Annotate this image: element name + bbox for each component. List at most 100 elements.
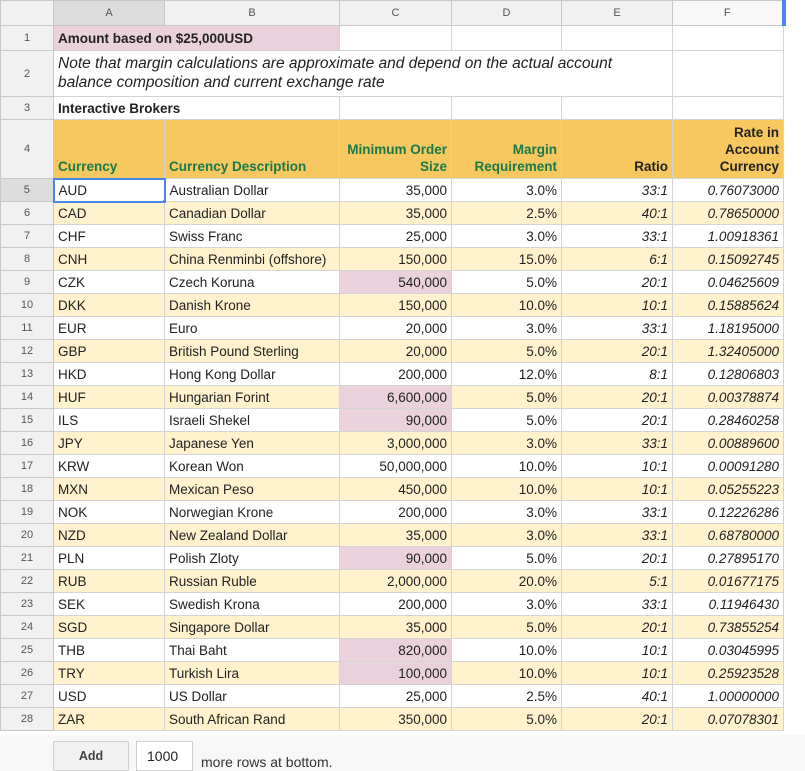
row-header[interactable]: 6 (0, 201, 54, 225)
ratio-cell[interactable]: 33:1 (561, 592, 673, 616)
currency-code-cell[interactable]: SEK (53, 592, 165, 616)
row-header[interactable]: 23 (0, 592, 54, 616)
rate-cell[interactable]: 0.05255223 (672, 477, 784, 501)
column-header-f[interactable]: F (672, 0, 786, 26)
header-min-order[interactable]: Minimum Order Size (339, 119, 452, 179)
cell[interactable] (561, 96, 673, 120)
margin-cell[interactable]: 12.0% (451, 362, 562, 386)
rows-count-input[interactable] (136, 741, 193, 771)
ratio-cell[interactable]: 33:1 (561, 500, 673, 524)
row-header[interactable]: 1 (0, 25, 54, 51)
amount-note-cell[interactable]: Amount based on $25,000USD (53, 25, 340, 51)
ratio-cell[interactable]: 20:1 (561, 408, 673, 432)
ratio-cell[interactable]: 5:1 (561, 569, 673, 593)
row-header[interactable]: 17 (0, 454, 54, 478)
rate-cell[interactable]: 0.73855254 (672, 615, 784, 639)
currency-description-cell[interactable]: Mexican Peso (164, 477, 340, 501)
min-order-cell[interactable]: 3,000,000 (339, 431, 452, 455)
ratio-cell[interactable]: 40:1 (561, 684, 673, 708)
currency-description-cell[interactable]: Swedish Krona (164, 592, 340, 616)
currency-description-cell[interactable]: Norwegian Krone (164, 500, 340, 524)
margin-cell[interactable]: 3.0% (451, 316, 562, 340)
min-order-cell[interactable]: 350,000 (339, 707, 452, 731)
currency-code-cell[interactable]: NOK (53, 500, 165, 524)
currency-description-cell[interactable]: Israeli Shekel (164, 408, 340, 432)
min-order-cell[interactable]: 35,000 (339, 201, 452, 225)
add-rows-button[interactable]: Add (53, 741, 129, 771)
rate-cell[interactable]: 1.32405000 (672, 339, 784, 363)
currency-code-cell[interactable]: RUB (53, 569, 165, 593)
ratio-cell[interactable]: 33:1 (561, 431, 673, 455)
min-order-cell[interactable]: 20,000 (339, 316, 452, 340)
margin-cell[interactable]: 5.0% (451, 408, 562, 432)
currency-description-cell[interactable]: China Renminbi (offshore) (164, 247, 340, 271)
margin-cell[interactable]: 10.0% (451, 477, 562, 501)
margin-cell[interactable]: 3.0% (451, 523, 562, 547)
currency-code-cell[interactable]: CHF (53, 224, 165, 248)
margin-cell[interactable]: 10.0% (451, 638, 562, 662)
row-header[interactable]: 14 (0, 385, 54, 409)
rate-cell[interactable]: 0.68780000 (672, 523, 784, 547)
currency-code-cell[interactable]: AUD (52, 177, 166, 203)
ratio-cell[interactable]: 20:1 (561, 339, 673, 363)
ratio-cell[interactable]: 10:1 (561, 454, 673, 478)
min-order-cell[interactable]: 450,000 (339, 477, 452, 501)
currency-description-cell[interactable]: US Dollar (164, 684, 340, 708)
currency-description-cell[interactable]: Korean Won (164, 454, 340, 478)
min-order-cell[interactable]: 820,000 (339, 638, 452, 662)
currency-description-cell[interactable]: New Zealand Dollar (164, 523, 340, 547)
currency-description-cell[interactable]: Czech Koruna (164, 270, 340, 294)
row-header[interactable]: 13 (0, 362, 54, 386)
rate-cell[interactable]: 0.11946430 (672, 592, 784, 616)
currency-code-cell[interactable]: TRY (53, 661, 165, 685)
row-header[interactable]: 22 (0, 569, 54, 593)
cell[interactable] (451, 25, 562, 51)
rate-cell[interactable]: 1.18195000 (672, 316, 784, 340)
column-header-d[interactable]: D (451, 0, 562, 26)
currency-description-cell[interactable]: Hong Kong Dollar (164, 362, 340, 386)
header-currency[interactable]: Currency (53, 119, 165, 179)
row-header[interactable]: 24 (0, 615, 54, 639)
currency-description-cell[interactable]: Singapore Dollar (164, 615, 340, 639)
row-header[interactable]: 18 (0, 477, 54, 501)
margin-cell[interactable]: 5.0% (451, 546, 562, 570)
header-margin[interactable]: Margin Requirement (451, 119, 562, 179)
margin-cell[interactable]: 5.0% (451, 615, 562, 639)
margin-cell[interactable]: 15.0% (451, 247, 562, 271)
cell[interactable] (672, 50, 784, 97)
ratio-cell[interactable]: 10:1 (561, 477, 673, 501)
currency-code-cell[interactable]: HUF (53, 385, 165, 409)
currency-code-cell[interactable]: CZK (53, 270, 165, 294)
currency-code-cell[interactable]: NZD (53, 523, 165, 547)
currency-description-cell[interactable]: Turkish Lira (164, 661, 340, 685)
min-order-cell[interactable]: 200,000 (339, 592, 452, 616)
margin-cell[interactable]: 5.0% (451, 339, 562, 363)
ratio-cell[interactable]: 33:1 (561, 316, 673, 340)
rate-cell[interactable]: 0.12226286 (672, 500, 784, 524)
row-header[interactable]: 16 (0, 431, 54, 455)
rate-cell[interactable]: 0.15092745 (672, 247, 784, 271)
rate-cell[interactable]: 0.15885624 (672, 293, 784, 317)
margin-cell[interactable]: 10.0% (451, 454, 562, 478)
currency-code-cell[interactable]: THB (53, 638, 165, 662)
column-header-e[interactable]: E (561, 0, 673, 26)
row-header[interactable]: 12 (0, 339, 54, 363)
ratio-cell[interactable]: 20:1 (561, 546, 673, 570)
margin-cell[interactable]: 2.5% (451, 684, 562, 708)
currency-description-cell[interactable]: Russian Ruble (164, 569, 340, 593)
row-header[interactable]: 11 (0, 316, 54, 340)
header-ratio[interactable]: Ratio (561, 119, 673, 179)
currency-description-cell[interactable]: South African Rand (164, 707, 340, 731)
rate-cell[interactable]: 1.00000000 (672, 684, 784, 708)
min-order-cell[interactable]: 35,000 (339, 523, 452, 547)
ratio-cell[interactable]: 20:1 (561, 615, 673, 639)
min-order-cell[interactable]: 35,000 (339, 615, 452, 639)
ratio-cell[interactable]: 33:1 (561, 224, 673, 248)
row-header[interactable]: 21 (0, 546, 54, 570)
margin-cell[interactable]: 10.0% (451, 661, 562, 685)
min-order-cell[interactable]: 50,000,000 (339, 454, 452, 478)
row-header[interactable]: 9 (0, 270, 54, 294)
currency-code-cell[interactable]: ILS (53, 408, 165, 432)
ratio-cell[interactable]: 20:1 (561, 270, 673, 294)
rate-cell[interactable]: 0.04625609 (672, 270, 784, 294)
